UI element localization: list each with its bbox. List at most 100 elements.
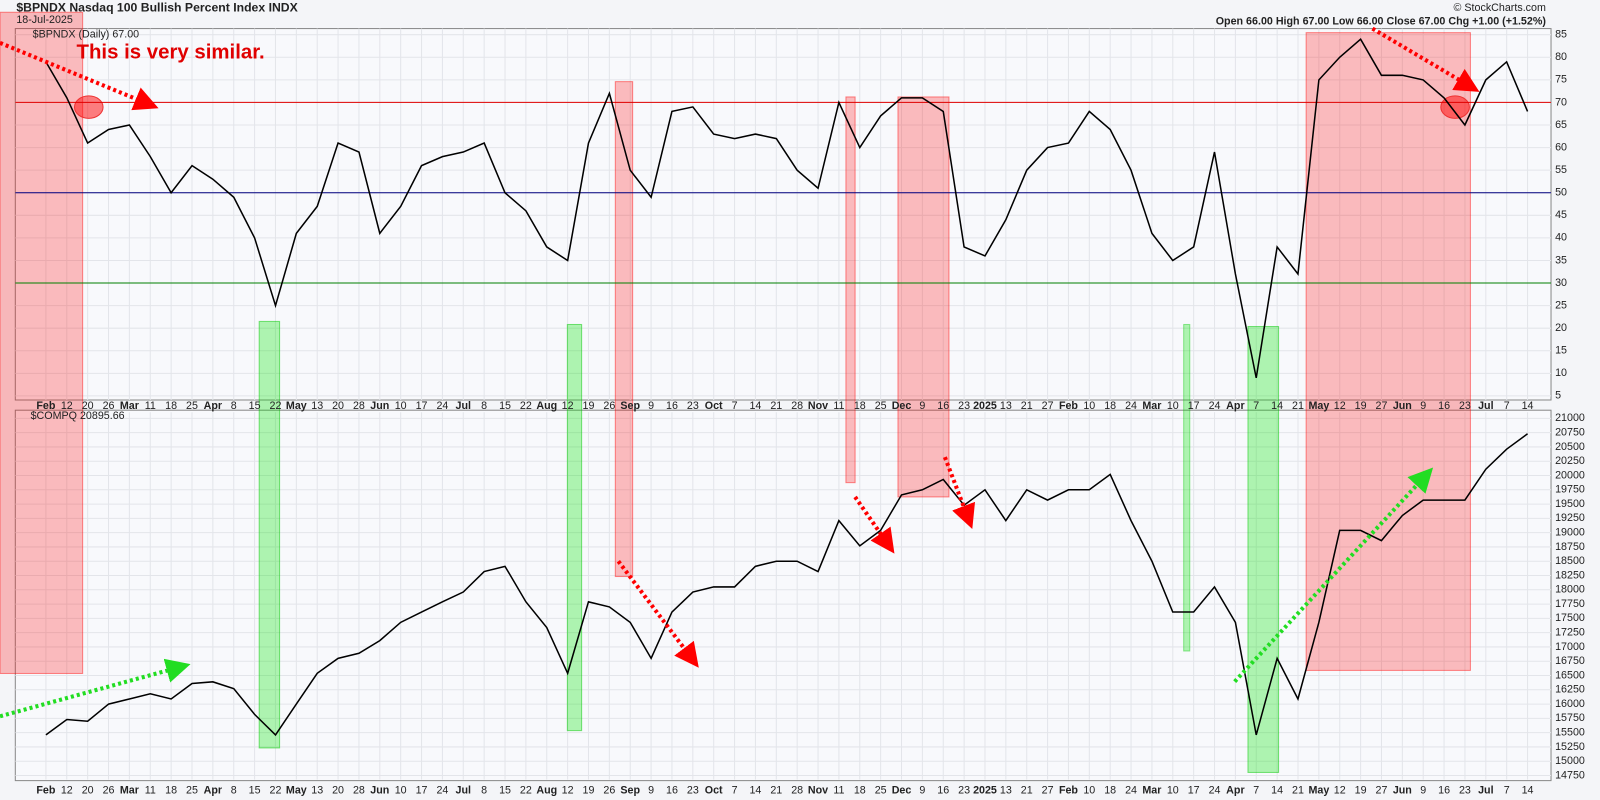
x-tick-label: 14 bbox=[749, 400, 761, 412]
y-tick-label: 70 bbox=[1555, 96, 1567, 108]
x-tick-label: 14 bbox=[1522, 785, 1534, 797]
x-tick-label: 17 bbox=[1188, 785, 1200, 797]
y-tick-label: 16750 bbox=[1555, 655, 1585, 667]
x-tick-label: 20 bbox=[82, 785, 94, 797]
x-tick-label: 9 bbox=[648, 785, 654, 797]
x-tick-label: Mar bbox=[1142, 400, 1161, 412]
red-zone bbox=[0, 11, 84, 674]
x-tick-label: 10 bbox=[1167, 400, 1179, 412]
circle-highlight bbox=[1440, 95, 1470, 119]
x-tick-label: 18 bbox=[854, 400, 866, 412]
x-tick-label: 11 bbox=[833, 400, 844, 412]
annotation: This is very similar. bbox=[77, 41, 265, 63]
x-tick-label: 26 bbox=[603, 785, 615, 797]
x-tick-label: 23 bbox=[1459, 400, 1471, 412]
x-tick-label: 9 bbox=[1420, 400, 1426, 412]
x-tick-label: 15 bbox=[499, 400, 511, 412]
x-tick-label: 21 bbox=[770, 785, 782, 797]
x-tick-label: Mar bbox=[120, 785, 139, 797]
y-tick-label: 15 bbox=[1555, 345, 1567, 357]
x-tick-label: Feb bbox=[1059, 785, 1078, 797]
x-tick-label: Oct bbox=[705, 785, 723, 797]
green-zone bbox=[1183, 323, 1191, 652]
x-tick-label: 23 bbox=[1459, 785, 1471, 797]
x-tick-label: 24 bbox=[436, 400, 448, 412]
x-tick-label: 16 bbox=[666, 785, 678, 797]
x-tick-label: 12 bbox=[562, 785, 574, 797]
y-tick-label: 21000 bbox=[1555, 412, 1585, 424]
series-line bbox=[45, 37, 1529, 379]
x-tick-label: 23 bbox=[687, 400, 699, 412]
x-tick-label: 13 bbox=[1000, 400, 1012, 412]
y-tick-label: 18750 bbox=[1555, 541, 1585, 553]
x-tick-label: Jun bbox=[370, 400, 389, 412]
y-tick-label: 14750 bbox=[1555, 769, 1585, 781]
x-tick-label: 28 bbox=[791, 400, 803, 412]
x-tick-label: 14 bbox=[1522, 400, 1534, 412]
x-tick-label: May bbox=[286, 400, 307, 412]
x-tick-label: 19 bbox=[583, 400, 595, 412]
x-tick-label: 12 bbox=[1334, 400, 1346, 412]
x-tick-label: 13 bbox=[1000, 785, 1012, 797]
x-tick-label: Jul bbox=[456, 400, 471, 412]
red-zone bbox=[845, 96, 856, 484]
x-tick-label: 11 bbox=[145, 400, 156, 412]
x-tick-label: 20 bbox=[332, 400, 344, 412]
x-tick-label: Feb bbox=[36, 400, 55, 412]
y-tick-label: 17750 bbox=[1555, 598, 1585, 610]
x-tick-label: 11 bbox=[145, 785, 156, 797]
x-tick-label: 22 bbox=[270, 400, 282, 412]
x-tick-label: 17 bbox=[1188, 400, 1200, 412]
x-tick-label: 18 bbox=[1104, 785, 1116, 797]
y-tick-label: 16500 bbox=[1555, 669, 1585, 681]
x-tick-label: 2025 bbox=[973, 785, 997, 797]
x-tick-label: 27 bbox=[1042, 400, 1054, 412]
y-tick-label: 17500 bbox=[1555, 612, 1585, 624]
x-tick-label: 7 bbox=[1253, 785, 1259, 797]
x-tick-label: 8 bbox=[231, 785, 237, 797]
y-tick-label: 19000 bbox=[1555, 526, 1585, 538]
x-tick-label: 7 bbox=[1504, 785, 1510, 797]
y-tick-label: 85 bbox=[1555, 29, 1567, 41]
x-tick-label: 9 bbox=[648, 400, 654, 412]
y-tick-label: 50 bbox=[1555, 187, 1567, 199]
x-tick-label: 24 bbox=[1125, 785, 1137, 797]
y-tick-label: 18000 bbox=[1555, 584, 1585, 596]
x-tick-label: 21 bbox=[1292, 785, 1304, 797]
x-tick-label: Jun bbox=[1393, 400, 1412, 412]
x-tick-label: 12 bbox=[61, 400, 73, 412]
arrow bbox=[0, 40, 159, 111]
legend: $COMPQ 20895.66 bbox=[31, 410, 125, 422]
x-tick-label: 15 bbox=[249, 400, 261, 412]
x-tick-label: 16 bbox=[937, 785, 949, 797]
x-tick-label: 12 bbox=[1334, 785, 1346, 797]
x-tick-label: 18 bbox=[854, 785, 866, 797]
x-tick-label: 21 bbox=[1021, 400, 1033, 412]
y-tick-label: 20000 bbox=[1555, 469, 1585, 481]
x-tick-label: Feb bbox=[36, 785, 55, 797]
x-tick-label: 7 bbox=[1504, 400, 1510, 412]
y-tick-label: 30 bbox=[1555, 277, 1567, 289]
y-tick-label: 18250 bbox=[1555, 569, 1585, 581]
x-tick-label: 19 bbox=[1355, 785, 1367, 797]
x-tick-label: Apr bbox=[204, 400, 222, 412]
x-tick-label: 14 bbox=[1271, 785, 1283, 797]
arrow bbox=[853, 495, 895, 554]
x-tick-label: Dec bbox=[892, 400, 912, 412]
x-tick-label: 27 bbox=[1376, 785, 1388, 797]
x-tick-label: 18 bbox=[165, 400, 177, 412]
x-tick-label: Sep bbox=[620, 400, 640, 412]
arrow bbox=[0, 658, 191, 719]
y-tick-label: 40 bbox=[1555, 232, 1567, 244]
x-tick-label: Apr bbox=[204, 785, 222, 797]
x-tick-label: 21 bbox=[1021, 785, 1033, 797]
x-tick-label: 15 bbox=[249, 785, 261, 797]
x-tick-label: May bbox=[1308, 785, 1329, 797]
x-tick-label: 16 bbox=[937, 400, 949, 412]
y-tick-label: 19250 bbox=[1555, 512, 1585, 524]
x-tick-label: 14 bbox=[749, 785, 761, 797]
y-tick-label: 19500 bbox=[1555, 498, 1585, 510]
x-tick-label: 16 bbox=[1438, 785, 1450, 797]
y-tick-label: 18500 bbox=[1555, 555, 1585, 567]
